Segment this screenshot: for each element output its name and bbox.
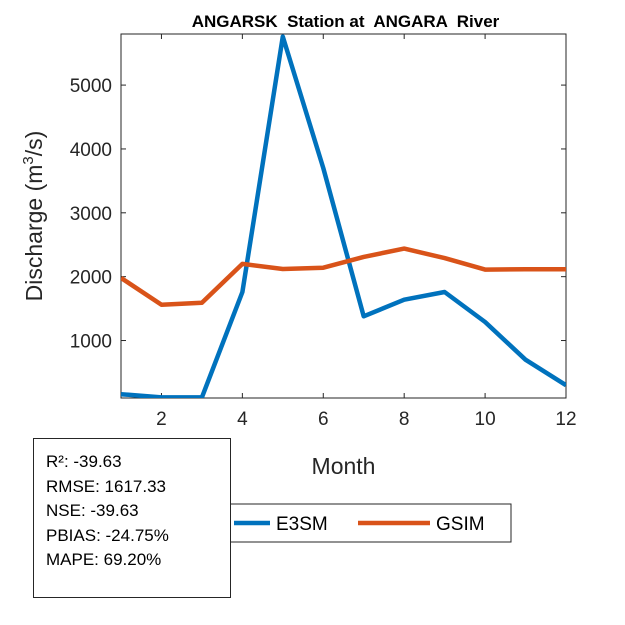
statistics-box: R²: -39.63 RMSE: 1617.33 NSE: -39.63 PBI…	[33, 438, 231, 598]
x-axis-label: Month	[312, 453, 376, 479]
stat-r2: R²: -39.63	[46, 452, 122, 471]
stat-mape: MAPE: 69.20%	[46, 550, 162, 569]
chart-title: ANGARSK Station at ANGARA River	[192, 12, 500, 31]
stat-pbias: PBIAS: -24.75%	[46, 525, 169, 545]
x-tick-label-4: 4	[237, 409, 248, 430]
y-tick-label-2000: 2000	[70, 268, 112, 289]
legend: E3SM GSIM	[227, 503, 512, 543]
legend-label-gsim: GSIM	[436, 514, 485, 535]
x-tick-label-6: 6	[318, 409, 329, 430]
x-tick-label-12: 12	[555, 409, 576, 430]
legend-label-e3sm: E3SM	[276, 514, 328, 535]
x-tick-label-10: 10	[475, 409, 496, 430]
y-axis-label: Discharge (m3/s)	[20, 131, 47, 302]
y-tick-label-3000: 3000	[70, 204, 112, 225]
x-tick-label-8: 8	[399, 409, 410, 430]
stat-nse: NSE: -39.63	[46, 501, 139, 520]
y-tick-label-4000: 4000	[70, 140, 112, 161]
stat-rmse: RMSE: 1617.33	[46, 476, 167, 496]
y-tick-label-5000: 5000	[70, 76, 112, 97]
y-tick-label-1000: 1000	[70, 332, 112, 353]
series-line-e3sm	[121, 34, 566, 398]
series-line-gsim	[121, 246, 566, 308]
x-tick-label-2: 2	[156, 409, 167, 430]
plot-area	[120, 33, 567, 399]
